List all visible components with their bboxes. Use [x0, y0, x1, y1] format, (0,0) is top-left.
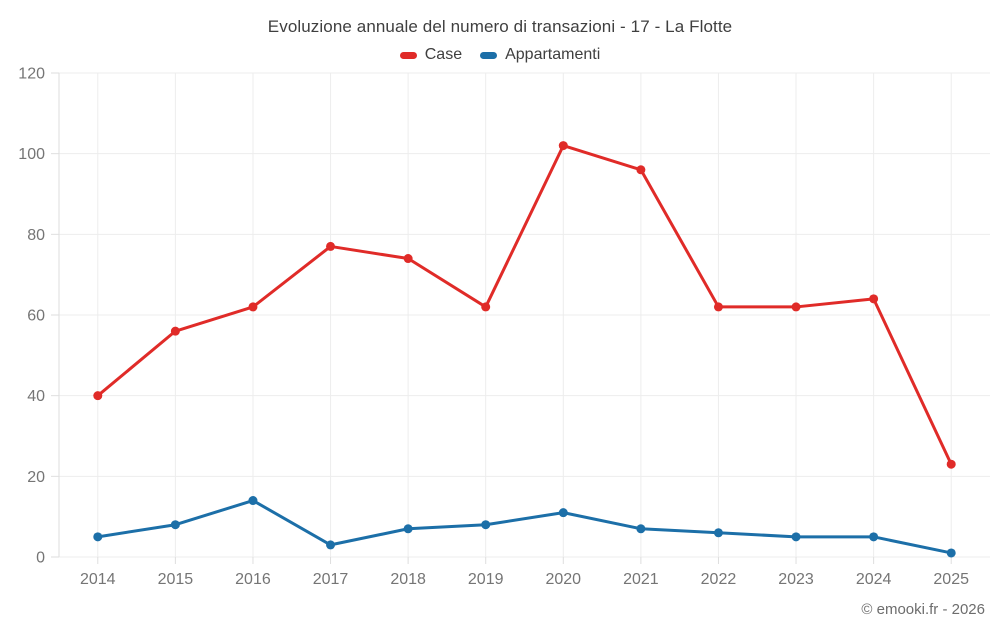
data-point-appartamenti-2025 — [946, 548, 956, 558]
data-point-case-2022 — [713, 302, 723, 312]
y-tick-label: 120 — [18, 66, 45, 83]
data-point-appartamenti-2024 — [869, 532, 879, 542]
legend-item-case[interactable]: Case — [399, 46, 463, 64]
legend-label-appartamenti: Appartamenti — [505, 46, 601, 63]
x-tick-label: 2016 — [235, 571, 271, 588]
data-point-case-2017 — [326, 241, 336, 251]
x-tick-label: 2014 — [80, 571, 116, 588]
data-point-case-2014 — [93, 391, 103, 401]
data-point-appartamenti-2014 — [93, 532, 103, 542]
y-tick-label: 100 — [18, 146, 45, 163]
data-point-appartamenti-2020 — [558, 508, 568, 518]
data-point-case-2025 — [946, 459, 956, 469]
x-tick-label: 2024 — [856, 571, 892, 588]
data-point-case-2021 — [636, 165, 646, 175]
data-point-case-2015 — [170, 326, 180, 336]
y-tick-label: 80 — [27, 227, 45, 244]
y-tick-label: 60 — [27, 308, 45, 325]
series-line-case — [96, 144, 953, 466]
data-point-appartamenti-2018 — [403, 524, 413, 534]
data-point-case-2019 — [481, 302, 491, 312]
x-tick-label: 2022 — [701, 571, 737, 588]
x-tick-label: 2023 — [778, 571, 814, 588]
data-point-case-2023 — [791, 302, 801, 312]
series-line-appartamenti — [96, 499, 953, 555]
copyright-text: © emooki.fr - 2026 — [861, 601, 985, 618]
data-point-appartamenti-2015 — [170, 520, 180, 530]
chart-title: Evoluzione annuale del numero di transaz… — [267, 17, 733, 36]
x-tick-label: 2025 — [933, 571, 969, 588]
data-point-appartamenti-2016 — [248, 496, 258, 506]
data-point-appartamenti-2019 — [481, 520, 491, 530]
x-tick-label: 2017 — [313, 571, 349, 588]
y-tick-label: 40 — [27, 388, 45, 405]
data-point-case-2016 — [248, 302, 258, 312]
legend-item-appartamenti[interactable]: Appartamenti — [480, 46, 600, 64]
x-tick-label: 2020 — [545, 571, 581, 588]
x-tick-label: 2015 — [158, 571, 194, 588]
x-tick-label: 2018 — [390, 571, 426, 588]
legend-label-case: Case — [424, 46, 463, 63]
data-point-appartamenti-2017 — [326, 540, 336, 550]
x-tick-label: 2019 — [468, 571, 504, 588]
y-tick-label: 20 — [27, 469, 45, 486]
legend-swatch-appartamenti — [480, 51, 498, 59]
data-point-case-2020 — [558, 141, 568, 151]
chart-legend: Case Appartamenti — [0, 46, 1000, 64]
data-point-appartamenti-2022 — [713, 528, 723, 538]
data-point-case-2024 — [869, 294, 879, 304]
legend-swatch-case — [399, 51, 417, 59]
x-tick-label: 2021 — [623, 571, 659, 588]
data-point-appartamenti-2023 — [791, 532, 801, 542]
data-point-appartamenti-2021 — [636, 524, 646, 534]
data-point-case-2018 — [403, 254, 413, 264]
y-tick-label: 0 — [36, 550, 45, 567]
